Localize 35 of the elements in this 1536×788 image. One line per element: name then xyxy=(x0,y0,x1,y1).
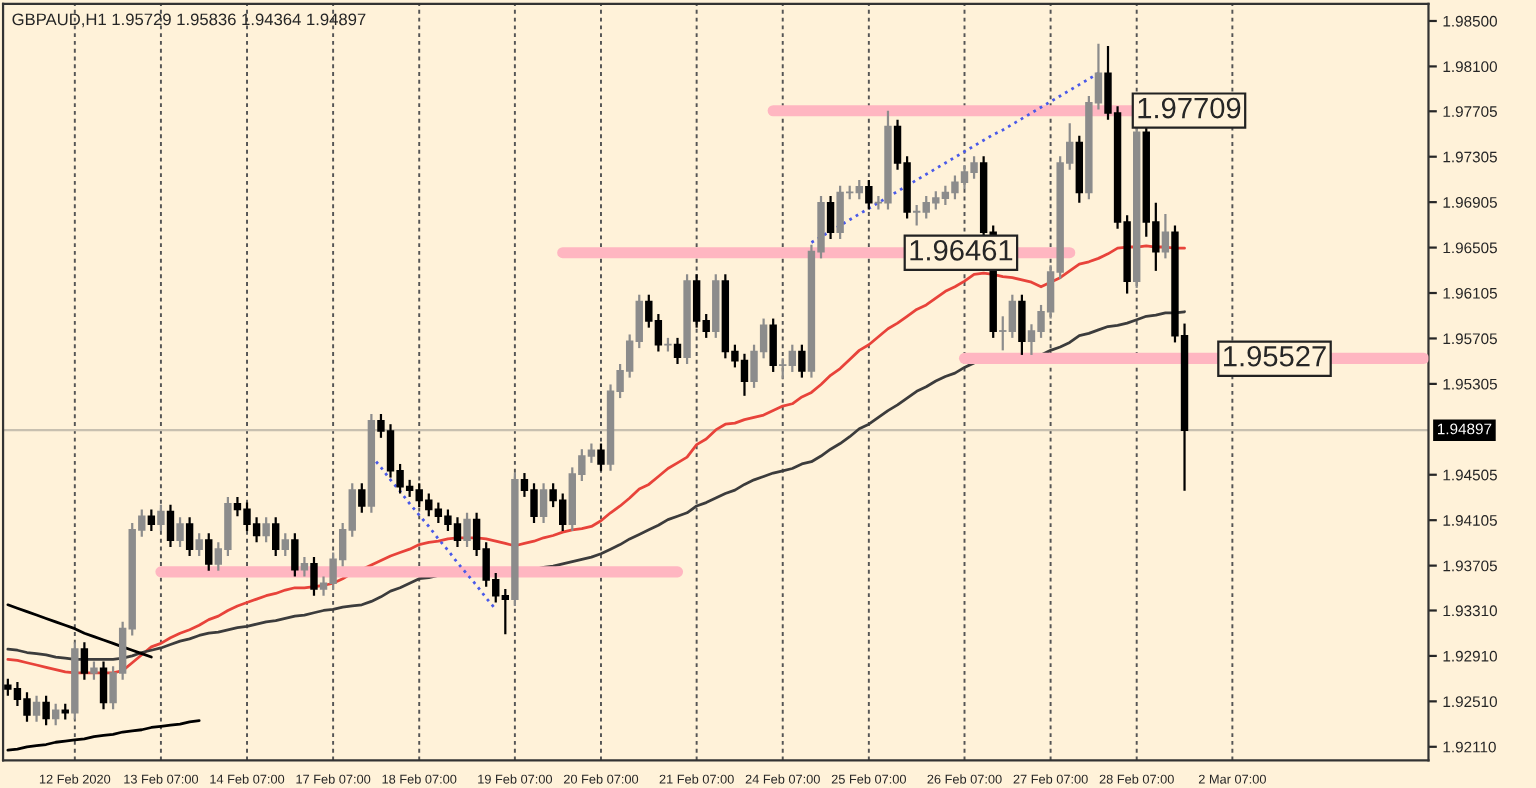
candlestick xyxy=(798,343,806,379)
chart-title: GBPAUD,H1 1.95729 1.95836 1.94364 1.94897 xyxy=(12,13,366,28)
candlestick xyxy=(195,532,203,558)
candlestick xyxy=(185,516,194,558)
candlestick xyxy=(262,516,270,544)
candlestick xyxy=(539,482,548,525)
candlestick xyxy=(463,511,471,548)
candlestick xyxy=(80,641,89,681)
candlestick xyxy=(99,660,108,711)
candlestick xyxy=(90,660,98,681)
annotation: 1.96461 xyxy=(910,240,1013,261)
candlestick xyxy=(865,178,873,211)
candlestick xyxy=(826,194,835,241)
candlestick xyxy=(281,532,289,558)
candlestick xyxy=(205,532,213,572)
candlestick xyxy=(147,508,156,533)
candlestick xyxy=(1018,293,1026,357)
candlestick xyxy=(272,516,280,558)
candlestick xyxy=(769,317,777,374)
candlestick xyxy=(157,503,165,533)
line-series xyxy=(6,719,201,752)
candlestick xyxy=(597,442,605,472)
annotation: 1.97709 xyxy=(1138,97,1241,119)
candlestick xyxy=(1161,212,1170,260)
candlestick xyxy=(310,555,318,597)
candlestick xyxy=(673,336,682,366)
annotation: 1.95527 xyxy=(1224,345,1326,367)
candlestick xyxy=(51,702,60,727)
candlestick xyxy=(166,503,175,548)
candlestick xyxy=(358,482,366,514)
candlestick xyxy=(42,694,50,727)
candlestick xyxy=(291,532,299,578)
candlestick xyxy=(300,555,309,578)
candlestick xyxy=(176,516,184,548)
candlestick xyxy=(32,694,41,723)
